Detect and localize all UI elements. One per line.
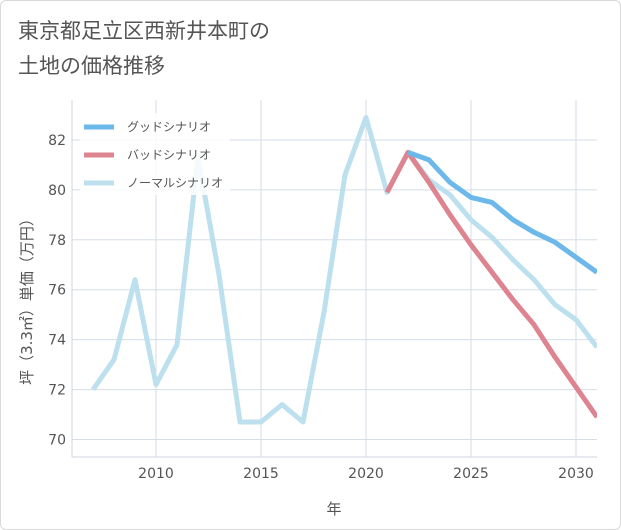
- legend-label-bad: バッドシナリオ: [127, 148, 211, 162]
- y-tick-label: 82: [48, 133, 66, 149]
- plot-area: [90, 115, 597, 425]
- series-line-good: [407, 150, 597, 275]
- x-tick-label: 2030: [558, 466, 594, 482]
- y-tick-label: 80: [48, 183, 66, 199]
- y-tick-label: 74: [48, 333, 66, 349]
- x-axis-label: 年: [326, 500, 341, 518]
- x-tick-label: 2025: [453, 466, 489, 482]
- chart-title-line-1: 東京都足立区西新井本町の: [18, 19, 270, 43]
- x-axis-ticks: 2010 2015 2020 2025 2030: [138, 466, 594, 482]
- y-tick-label: 76: [48, 283, 66, 299]
- legend-label-normal: ノーマルシナリオ: [127, 176, 223, 190]
- x-tick-label: 2020: [348, 466, 384, 482]
- series-line-normal: [90, 115, 597, 425]
- y-tick-label: 70: [48, 433, 66, 449]
- y-axis-label: 坪（3.3㎡）単価（万円）: [18, 211, 36, 385]
- y-tick-label: 72: [48, 383, 66, 399]
- x-tick-label: 2015: [243, 466, 279, 482]
- series-line-bad: [384, 149, 597, 419]
- chart-title-line-2: 土地の価格推移: [18, 54, 165, 78]
- chart-title: 東京都足立区西新井本町の 土地の価格推移: [18, 14, 270, 84]
- y-tick-label: 78: [48, 233, 66, 249]
- legend-label-good: グッドシナリオ: [127, 120, 211, 134]
- x-tick-label: 2010: [138, 466, 174, 482]
- y-axis-ticks: 70 72 74 76 78 80 82: [48, 133, 66, 449]
